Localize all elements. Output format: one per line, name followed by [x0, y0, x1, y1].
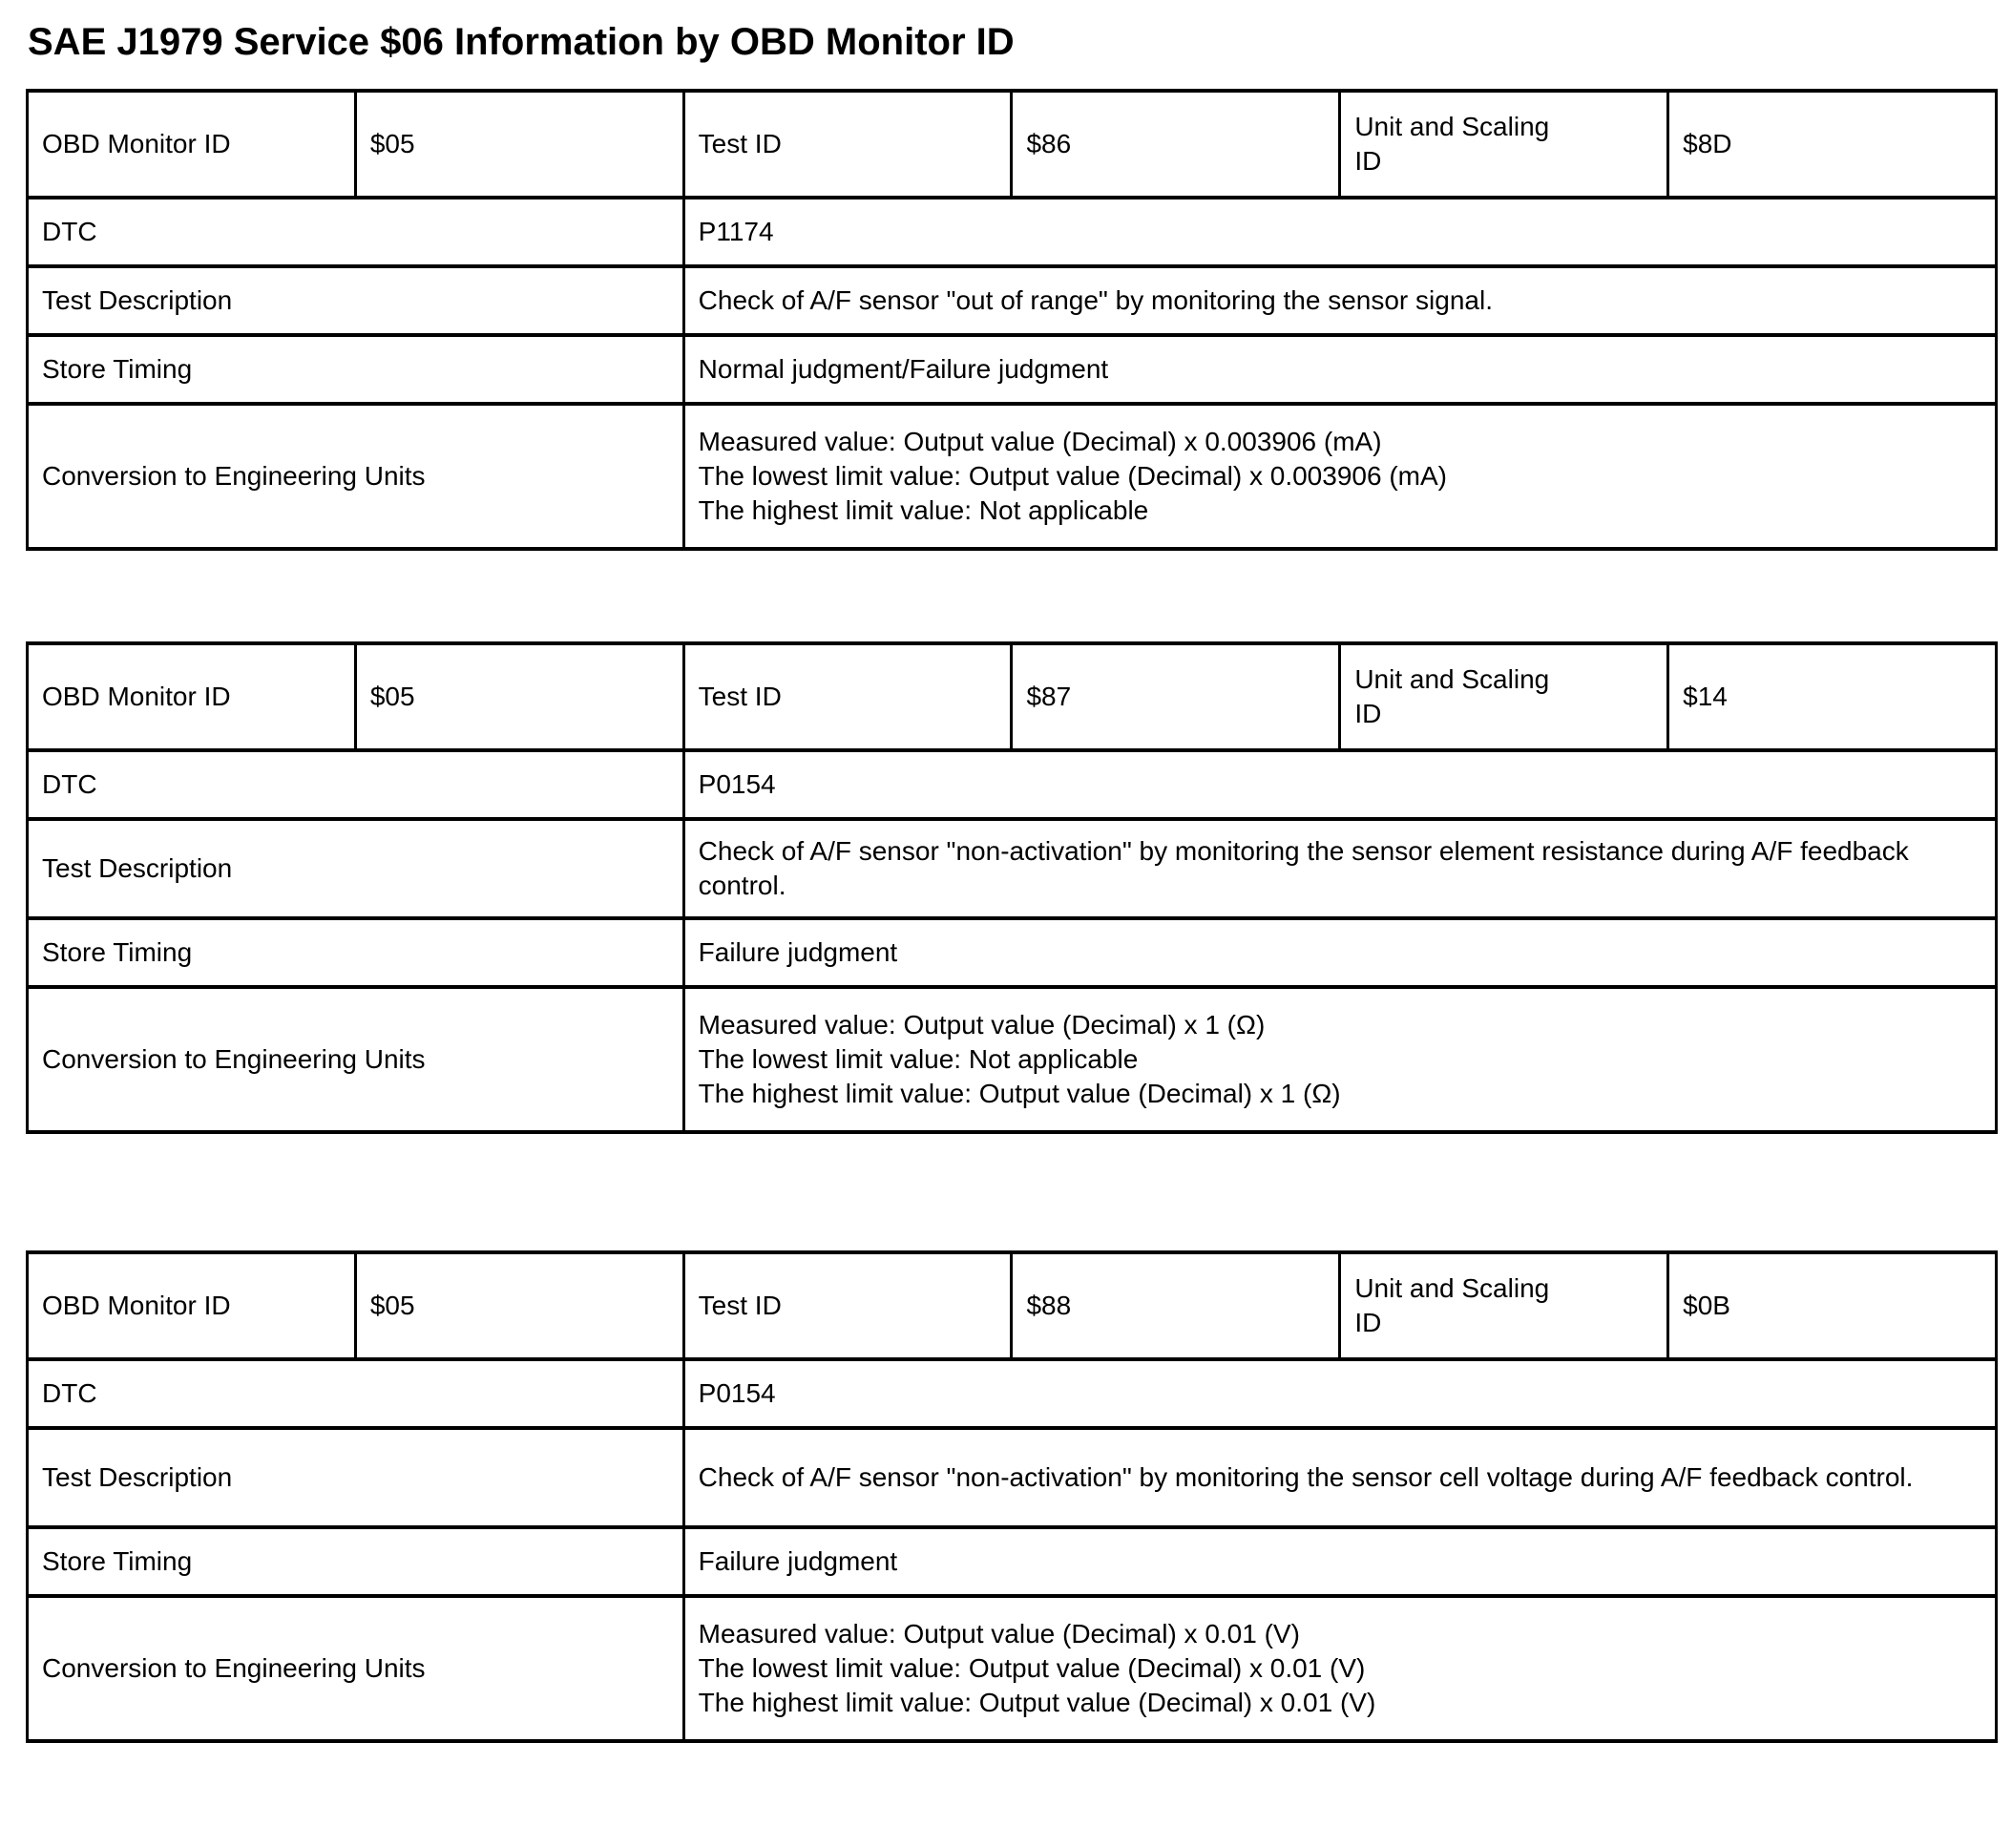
conversion-label: Conversion to Engineering Units	[26, 402, 685, 551]
obd-monitor-table-2: OBD Monitor ID $05 Test ID $87 Unit and …	[26, 641, 1999, 1134]
conversion-line-measured: Measured value: Output value (Decimal) x…	[698, 427, 1382, 457]
conversion-line-highest: The highest limit value: Output value (D…	[698, 1078, 1341, 1108]
conversion-value: Measured value: Output value (Decimal) x…	[681, 985, 1999, 1134]
conversion-line-measured: Measured value: Output value (Decimal) x…	[698, 1619, 1300, 1649]
dtc-value: P1174	[681, 196, 1999, 268]
unit-scaling-id-value: $0B	[1666, 1250, 1998, 1361]
test-id-value: $87	[1010, 641, 1342, 752]
obd-monitor-id-label: OBD Monitor ID	[26, 89, 357, 200]
obd-monitor-id-label: OBD Monitor ID	[26, 1250, 357, 1361]
test-description-label: Test Description	[26, 264, 685, 337]
dtc-value: P0154	[681, 1357, 1999, 1430]
store-timing-value: Failure judgment	[681, 1525, 1999, 1598]
conversion-line-highest: The highest limit value: Not applicable	[698, 494, 1149, 525]
unit-scaling-id-label: Unit and Scaling ID	[1338, 641, 1670, 752]
store-timing-label: Store Timing	[26, 333, 685, 406]
table-row: OBD Monitor ID $05 Test ID $87 Unit and …	[26, 641, 1998, 752]
test-id-label: Test ID	[681, 89, 1014, 200]
test-description-value: Check of A/F sensor "non-activation" by …	[681, 1426, 1999, 1529]
table-row: OBD Monitor ID $05 Test ID $88 Unit and …	[26, 1250, 1998, 1361]
store-timing-label: Store Timing	[26, 1525, 685, 1598]
store-timing-value: Normal judgment/Failure judgment	[681, 333, 1999, 406]
store-timing-label: Store Timing	[26, 916, 685, 989]
dtc-label: DTC	[26, 1357, 685, 1430]
table-row: Test Description Check of A/F sensor "no…	[26, 817, 1999, 920]
dtc-label: DTC	[26, 196, 685, 268]
store-timing-value: Failure judgment	[681, 916, 1999, 989]
conversion-value: Measured value: Output value (Decimal) x…	[681, 402, 1999, 551]
dtc-label: DTC	[26, 748, 685, 821]
page-title: SAE J1979 Service $06 Information by OBD…	[28, 21, 1015, 63]
dtc-value: P0154	[681, 748, 1999, 821]
table-row: OBD Monitor ID $05 Test ID $86 Unit and …	[26, 89, 1998, 200]
table-row: Store Timing Failure judgment	[26, 1525, 1999, 1598]
obd-monitor-table-1: OBD Monitor ID $05 Test ID $86 Unit and …	[26, 89, 1999, 551]
test-description-label: Test Description	[26, 1426, 685, 1529]
test-id-value: $88	[1010, 1250, 1342, 1361]
table-row: Conversion to Engineering Units Measured…	[26, 402, 1999, 551]
conversion-line-lowest: The lowest limit value: Output value (De…	[698, 461, 1447, 492]
test-description-label: Test Description	[26, 817, 685, 920]
test-id-label: Test ID	[681, 641, 1014, 752]
test-id-label: Test ID	[681, 1250, 1014, 1361]
test-id-value: $86	[1010, 89, 1342, 200]
conversion-line-highest: The highest limit value: Output value (D…	[698, 1687, 1376, 1717]
table-row: Store Timing Normal judgment/Failure jud…	[26, 333, 1999, 406]
table-row: Test Description Check of A/F sensor "ou…	[26, 264, 1999, 337]
table-row: Conversion to Engineering Units Measured…	[26, 1594, 1999, 1743]
unit-scaling-id-value: $14	[1666, 641, 1998, 752]
table-row: Test Description Check of A/F sensor "no…	[26, 1426, 1999, 1529]
conversion-line-lowest: The lowest limit value: Output value (De…	[698, 1653, 1366, 1684]
obd-monitor-id-label: OBD Monitor ID	[26, 641, 357, 752]
table-row: Conversion to Engineering Units Measured…	[26, 985, 1999, 1134]
obd-monitor-id-value: $05	[353, 89, 685, 200]
test-description-value: Check of A/F sensor "non-activation" by …	[681, 817, 1999, 920]
unit-scaling-id-label: Unit and Scaling ID	[1338, 89, 1670, 200]
conversion-line-measured: Measured value: Output value (Decimal) x…	[698, 1010, 1266, 1040]
obd-monitor-id-value: $05	[353, 641, 685, 752]
table-row: DTC P0154	[26, 748, 1999, 821]
conversion-label: Conversion to Engineering Units	[26, 985, 685, 1134]
obd-monitor-table-3: OBD Monitor ID $05 Test ID $88 Unit and …	[26, 1250, 1999, 1743]
table-row: DTC P1174	[26, 196, 1999, 268]
conversion-line-lowest: The lowest limit value: Not applicable	[698, 1044, 1139, 1075]
unit-scaling-id-label: Unit and Scaling ID	[1338, 1250, 1670, 1361]
conversion-value: Measured value: Output value (Decimal) x…	[681, 1594, 1999, 1743]
unit-scaling-id-value: $8D	[1666, 89, 1998, 200]
obd-monitor-id-value: $05	[353, 1250, 685, 1361]
test-description-value: Check of A/F sensor "out of range" by mo…	[681, 264, 1999, 337]
table-row: Store Timing Failure judgment	[26, 916, 1999, 989]
conversion-label: Conversion to Engineering Units	[26, 1594, 685, 1743]
table-row: DTC P0154	[26, 1357, 1999, 1430]
